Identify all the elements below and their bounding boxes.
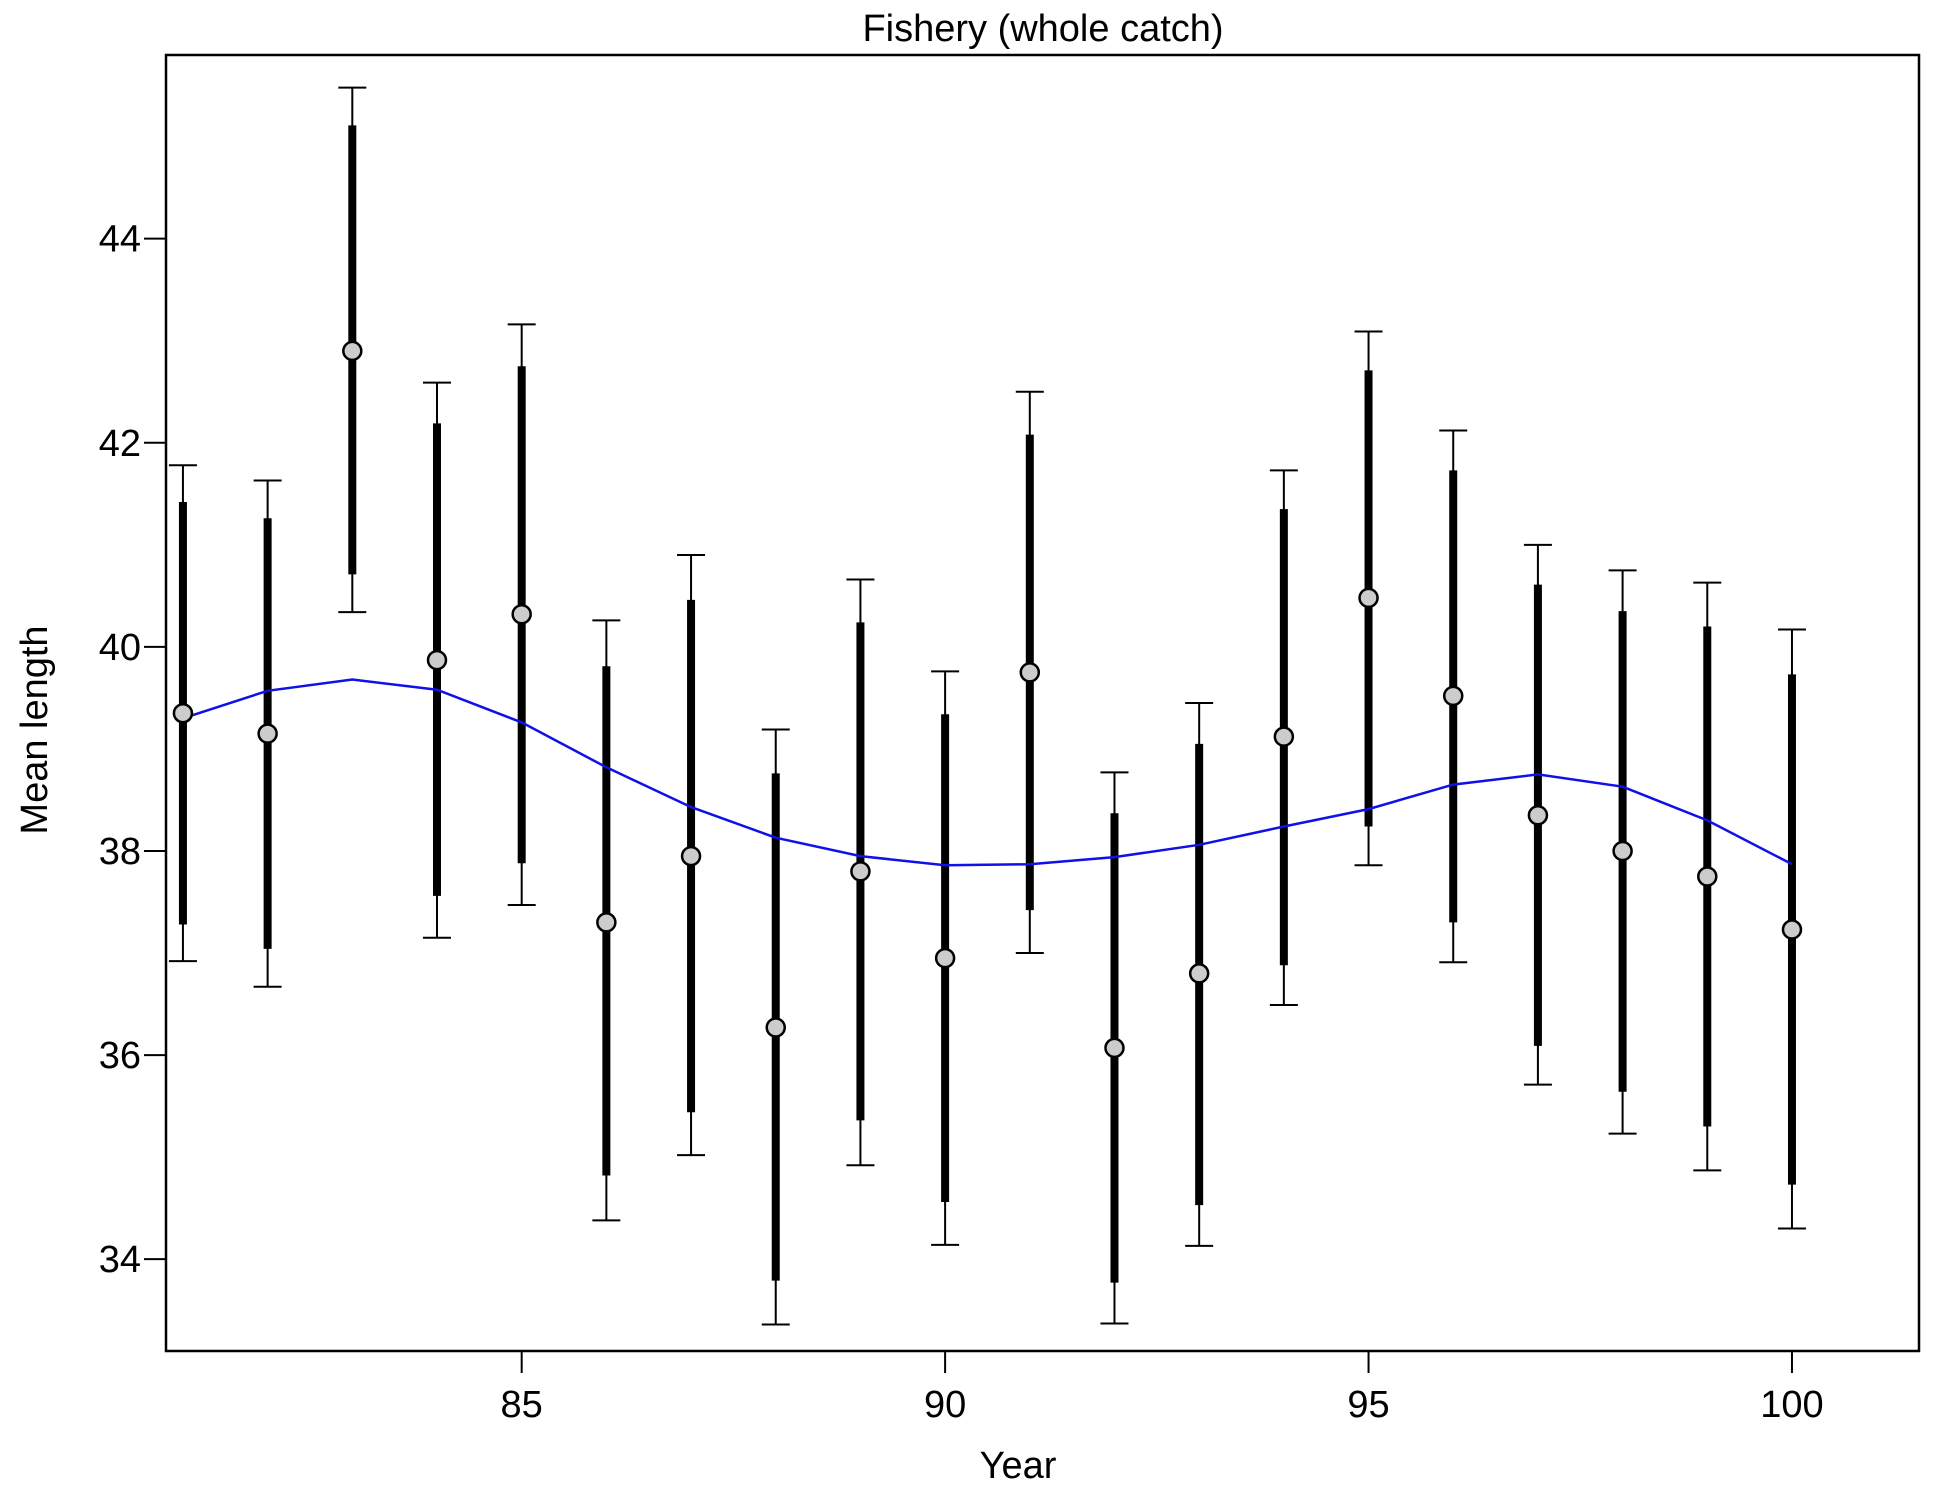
observed-point [1273, 726, 1295, 747]
observed-point [511, 603, 532, 625]
expected-line [182, 678, 1793, 867]
observed-point [257, 723, 278, 744]
x-axis-label: Year [980, 1445, 1057, 1487]
error-bars-outer [168, 86, 1806, 1326]
y-tick-label: 36 [99, 1035, 141, 1077]
observed-point [1442, 685, 1464, 707]
y-tick-label: 34 [99, 1239, 141, 1281]
observed-points [172, 340, 1803, 1059]
observed-point [1781, 919, 1803, 940]
y-axis: 34 36 38 40 42 44 [99, 219, 166, 1281]
y-axis-label: Mean length [14, 625, 56, 834]
observed-point [342, 340, 363, 362]
chart-title: Fishery (whole catch) [862, 8, 1223, 50]
x-tick-label: 85 [501, 1384, 543, 1426]
x-axis: 85 90 95 100 [501, 1351, 1824, 1426]
y-tick-label: 44 [99, 219, 141, 261]
error-bars-inner [178, 125, 1796, 1283]
observed-point [850, 861, 871, 882]
x-tick-label: 95 [1347, 1384, 1389, 1426]
x-tick-label: 100 [1760, 1384, 1823, 1426]
observed-point [596, 912, 617, 933]
observed-point [1612, 840, 1633, 862]
observed-point [680, 845, 702, 867]
observed-point [426, 649, 448, 671]
observed-point [765, 1017, 786, 1038]
observed-point [1527, 805, 1549, 826]
x-tick-label: 90 [924, 1384, 966, 1426]
observed-point [1697, 866, 1718, 887]
plot-frame [164, 53, 1921, 1353]
y-tick-label: 40 [99, 627, 141, 669]
observed-point [172, 702, 194, 724]
observed-point [1188, 963, 1210, 984]
observed-point [934, 947, 956, 969]
observed-point [1104, 1037, 1125, 1059]
y-tick-label: 42 [99, 423, 141, 465]
y-tick-label: 38 [99, 831, 141, 873]
observed-point [1358, 587, 1379, 609]
observed-point [1019, 662, 1041, 683]
